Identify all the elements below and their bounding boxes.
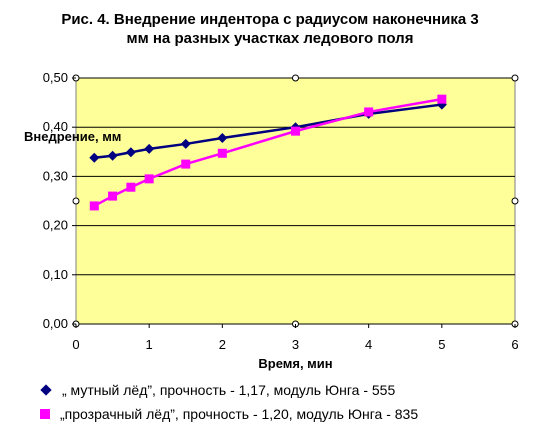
x-axis-ticks: 0 1 2 3 4 5 6 [72,324,519,352]
chart-title: Рис. 4. Внедрение индентора с радиусом н… [61,11,479,47]
data-point [107,150,118,161]
x-tick-label: 2 [219,337,226,352]
x-tick-label: 6 [511,337,518,352]
data-point [125,147,136,158]
x-tick-label: 1 [146,337,153,352]
data-point [364,107,374,117]
legend-item-murky-ice: „ мутный лёд”, прочность - 1,17, модуль … [40,378,540,402]
y-tick-label: 0,30 [43,168,68,183]
data-point [217,133,228,144]
square-marker-icon [40,409,50,419]
resize-handle[interactable] [292,74,299,82]
data-point [108,191,118,201]
x-axis-title: Время, мин [258,356,332,371]
data-point [144,143,155,154]
data-point [144,174,154,184]
y-tick-label: 0,10 [43,267,68,282]
data-point [126,182,136,192]
diamond-marker-icon [40,384,52,396]
legend-item-clear-ice: „прозрачный лёд”, прочность - 1,20, моду… [40,402,540,426]
legend: „ мутный лёд”, прочность - 1,17, модуль … [40,378,540,426]
data-point [291,126,300,136]
y-tick-label: 0,20 [43,218,68,233]
x-tick-label: 0 [72,337,79,352]
series-1 [89,94,447,211]
legend-label: „прозрачный лёд”, прочность - 1,20, моду… [60,406,419,422]
plot-area [75,77,516,325]
data-point [89,152,100,163]
y-axis-title: Внедрение, мм [24,129,121,144]
data-point [181,159,191,169]
data-point [217,148,227,158]
y-tick-label: 0,40 [43,119,68,134]
legend-label: „ мутный лёд”, прочность - 1,17, модуль … [62,382,396,398]
resize-handle[interactable] [511,197,519,205]
x-tick-label: 3 [292,337,299,352]
y-tick-label: 0,50 [43,70,68,85]
resize-handle[interactable] [511,74,519,82]
resize-handle[interactable] [72,197,80,205]
data-point [89,201,99,211]
series-group [89,94,447,211]
data-point [180,138,191,149]
data-point [437,94,447,104]
y-tick-label: 0,00 [43,316,68,331]
x-tick-label: 4 [365,337,372,352]
x-tick-label: 5 [438,337,445,352]
y-axis-ticks: 0,00 0,10 0,20 0,30 0,40 0,50 [43,70,76,331]
